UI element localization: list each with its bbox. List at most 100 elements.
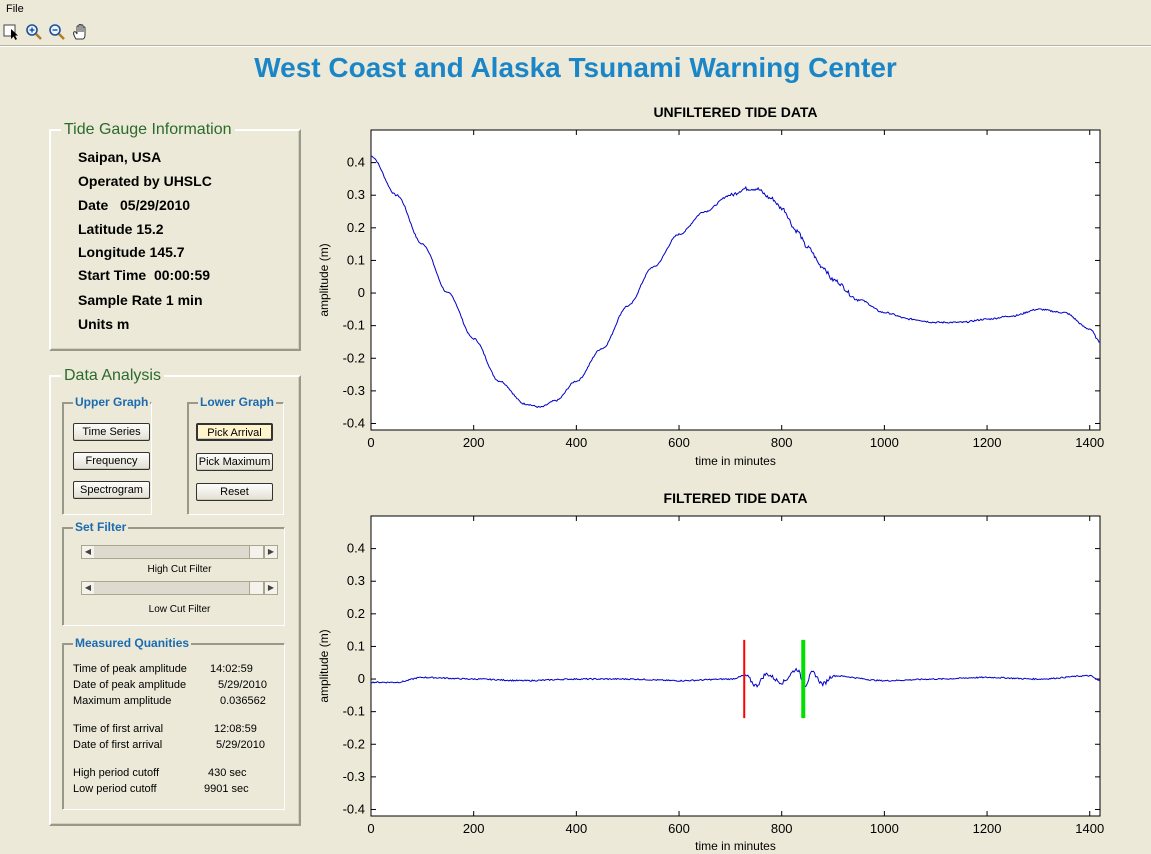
low-period-cutoff-label: Low period cutoff [73, 783, 157, 795]
high-period-cutoff-label: High period cutoff [73, 767, 160, 779]
max-amplitude-label: Maximum amplitude [73, 695, 172, 707]
y-tick-label: 0.3 [347, 573, 365, 588]
spectrogram-button[interactable]: Spectrogram [73, 481, 150, 499]
slider-thumb[interactable] [249, 582, 264, 594]
gauge-latitude: Latitude 15.2 [78, 221, 164, 237]
y-tick-label: 0 [358, 285, 365, 300]
gauge-longitude: Longitude 145.7 [78, 244, 185, 260]
x-tick-label: 800 [771, 435, 793, 450]
gauge-location: Saipan, USA [78, 149, 162, 165]
set-filter-group: Set Filter ◀ ▶ High Cut Filter ◀ ▶ Low C… [62, 520, 285, 626]
low-cut-filter-label: Low Cut Filter [148, 604, 211, 615]
y-axis-label: amplitude (m) [317, 629, 331, 702]
y-tick-label: -0.4 [343, 415, 365, 430]
zoom-in-icon[interactable] [25, 23, 43, 41]
peak-time-value: 14:02:59 [210, 663, 253, 675]
slider-thumb[interactable] [249, 546, 264, 558]
y-tick-label: 0.2 [347, 220, 365, 235]
series-line [370, 155, 1101, 409]
x-tick-label: 600 [668, 821, 690, 836]
lower-graph-group: Lower Graph Pick Arrival Pick Maximum Re… [187, 395, 284, 515]
lower-chart-title: FILTERED TIDE DATA [663, 490, 808, 506]
peak-date-label: Date of peak amplitude [73, 679, 187, 691]
first-arrival-date-label: Date of first arrival [73, 739, 163, 751]
time-series-button[interactable]: Time Series [73, 423, 150, 441]
y-tick-label: -0.2 [343, 736, 365, 751]
measured-quantities-title: Measured Quanities [73, 636, 192, 650]
plot-area [370, 515, 1101, 817]
y-tick-label: 0.4 [347, 541, 365, 556]
x-tick-label: 0 [367, 821, 374, 836]
gauge-operator: Operated by UHSLC [78, 173, 212, 189]
x-tick-label: 1000 [870, 821, 899, 836]
gauge-sample-rate: Sample Rate 1 min [78, 292, 203, 308]
lower-graph-title: Lower Graph [198, 395, 277, 409]
slider-track[interactable] [94, 582, 249, 594]
plot-area [370, 129, 1101, 431]
series-line [370, 667, 1101, 688]
high-period-cutoff-value: 430 sec [208, 767, 247, 779]
x-tick-label: 200 [463, 821, 485, 836]
gauge-units: Units m [78, 316, 130, 332]
peak-time-label: Time of peak amplitude [73, 663, 187, 675]
upper-chart-title: UNFILTERED TIDE DATA [653, 104, 818, 120]
x-tick-label: 400 [566, 435, 588, 450]
frequency-button[interactable]: Frequency [73, 452, 150, 470]
first-arrival-date-value: 5/29/2010 [216, 739, 265, 751]
measured-quantities-group: Measured Quanities Time of peak amplitud… [62, 636, 285, 810]
x-tick-label: 1200 [973, 435, 1002, 450]
x-tick-label: 600 [668, 435, 690, 450]
x-tick-label: 200 [463, 435, 485, 450]
y-tick-label: -0.1 [343, 704, 365, 719]
x-tick-label: 1400 [1075, 821, 1104, 836]
low-period-cutoff-value: 9901 sec [204, 783, 249, 795]
lower-chart-xlabel: time in minutes [695, 839, 776, 853]
y-tick-label: -0.1 [343, 318, 365, 333]
menu-file[interactable]: File [6, 3, 24, 15]
upper-graph-group: Upper Graph Time Series Frequency Spectr… [62, 395, 152, 515]
peak-date-value: 5/29/2010 [218, 679, 267, 691]
slider-right-arrow-icon[interactable]: ▶ [264, 546, 277, 558]
y-tick-label: 0.3 [347, 187, 365, 202]
set-filter-title: Set Filter [73, 520, 129, 534]
pointer-icon[interactable] [3, 23, 21, 41]
menu-bar: File [0, 0, 1151, 18]
x-tick-label: 1200 [973, 821, 1002, 836]
x-tick-label: 1000 [870, 435, 899, 450]
y-tick-label: -0.3 [343, 769, 365, 784]
y-tick-label: 0.2 [347, 606, 365, 621]
tide-gauge-info-panel: Tide Gauge Information Saipan, USA Opera… [49, 121, 301, 351]
y-axis-label: amplitude (m) [317, 243, 331, 316]
high-cut-filter-slider[interactable]: ◀ ▶ [81, 545, 278, 559]
slider-track[interactable] [94, 546, 249, 558]
x-tick-label: 400 [566, 821, 588, 836]
y-tick-label: -0.4 [343, 801, 365, 816]
y-tick-label: 0.1 [347, 638, 365, 653]
zoom-out-icon[interactable] [48, 23, 66, 41]
data-analysis-panel: Data Analysis Upper Graph Time Series Fr… [49, 367, 301, 826]
x-tick-label: 1400 [1075, 435, 1104, 450]
pick-arrival-button[interactable]: Pick Arrival [196, 423, 273, 441]
pan-hand-icon[interactable] [71, 23, 89, 41]
x-tick-label: 800 [771, 821, 793, 836]
x-tick-label: 0 [367, 435, 374, 450]
first-arrival-time-label: Time of first arrival [73, 723, 164, 735]
toolbar [0, 19, 1151, 46]
pick-maximum-button[interactable]: Pick Maximum [196, 453, 273, 471]
upper-chart-xlabel: time in minutes [695, 454, 776, 468]
gauge-date: Date 05/29/2010 [78, 197, 191, 213]
y-tick-label: -0.2 [343, 350, 365, 365]
y-tick-label: 0.4 [347, 155, 365, 170]
upper-graph-title: Upper Graph [73, 395, 151, 409]
y-tick-label: -0.3 [343, 383, 365, 398]
data-analysis-title: Data Analysis [61, 367, 164, 385]
tide-gauge-info-title: Tide Gauge Information [61, 121, 235, 139]
reset-button[interactable]: Reset [196, 483, 273, 501]
page-title: West Coast and Alaska Tsunami Warning Ce… [254, 52, 897, 83]
slider-right-arrow-icon[interactable]: ▶ [264, 582, 277, 594]
max-amplitude-value: 0.036562 [220, 695, 266, 707]
y-tick-label: 0 [358, 671, 365, 686]
low-cut-filter-slider[interactable]: ◀ ▶ [81, 581, 278, 595]
y-tick-label: 0.1 [347, 252, 365, 267]
